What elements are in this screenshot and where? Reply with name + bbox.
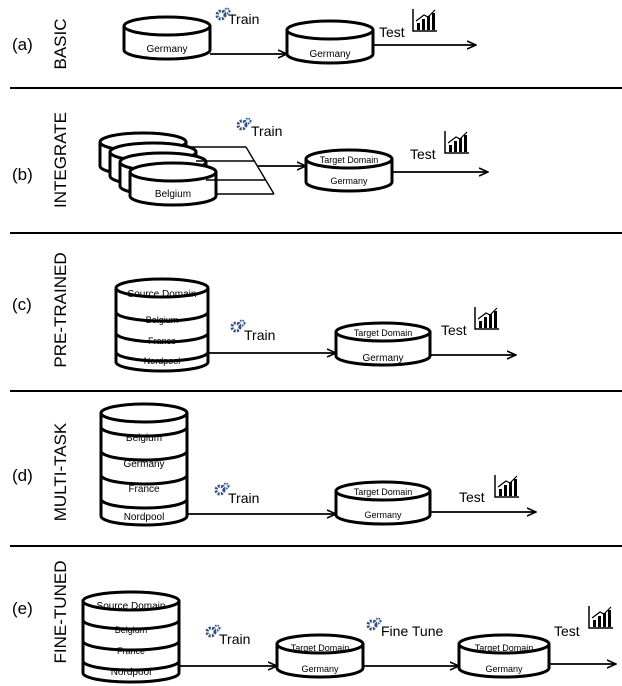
chart-growth-icon (588, 606, 613, 629)
database-label: Source Domain (97, 601, 166, 612)
test-label: Test (554, 623, 580, 639)
database-label: Target Domain (354, 487, 413, 497)
gears-icon (215, 7, 231, 21)
panel-side-label: BASIC (51, 18, 70, 69)
database-label: Belgium (155, 189, 191, 200)
panel-fine-tuned: (e) FINE-TUNED Source Domain Belgium Fra… (12, 561, 616, 684)
gears-icon (214, 482, 230, 496)
database-label: Germany (309, 49, 350, 60)
train-label: Train (251, 123, 282, 139)
database-label: Belgium (146, 315, 179, 325)
panel-letter: (b) (12, 165, 33, 184)
database-label: Germany (364, 510, 402, 520)
target-database: Target Domain Germany (334, 321, 432, 367)
test-label: Test (459, 489, 485, 505)
train-label: Train (228, 11, 259, 27)
chart-growth-icon (474, 307, 499, 330)
database-label: Belgium (126, 433, 162, 444)
database-label: France (128, 484, 160, 495)
database-label: Source Domain (128, 289, 197, 300)
panel-letter: (c) (12, 295, 32, 314)
database-label: Belgium (115, 625, 148, 635)
train-label: Train (228, 490, 259, 506)
target-database: Target Domain Germany (275, 633, 365, 679)
test-label: Test (379, 24, 405, 40)
target-database: Target Domain Germany (304, 148, 394, 193)
database-label: Nordpool (111, 667, 152, 678)
database-label: Germany (146, 44, 187, 55)
stacked-databases: Belgium (98, 131, 218, 207)
database-label: France (117, 646, 145, 656)
panel-basic: (a) BASIC Germany Train Germany Test (12, 7, 476, 70)
gears-icon (205, 624, 221, 638)
gears-icon (230, 319, 246, 333)
database-label: Target Domain (291, 643, 350, 653)
database-label: Target Domain (354, 328, 413, 338)
test-label: Test (410, 146, 436, 162)
source-database-stack: Source Domain Belgium France Nordpool (81, 590, 181, 684)
panel-pre-trained: (c) PRE-TRAINED Source Domain Belgium Fr… (12, 252, 516, 373)
merge-funnel (186, 146, 275, 195)
panel-letter: (d) (12, 466, 33, 485)
finetune-label: Fine Tune (381, 623, 443, 639)
panel-letter: (a) (12, 35, 33, 54)
database-label: Germany (123, 459, 164, 470)
train-label: Train (219, 631, 250, 647)
database-label: Nordpool (124, 512, 165, 523)
gears-icon (236, 117, 252, 131)
source-database: Germany (122, 15, 212, 61)
database-label: Target Domain (320, 155, 379, 165)
target-database: Target Domain Germany (457, 633, 551, 679)
train-label: Train (244, 327, 275, 343)
panel-side-label: MULTI-TASK (51, 422, 70, 521)
test-label: Test (441, 322, 467, 338)
database-label: Germany (330, 176, 368, 186)
source-database-stack: Source Domain Belgium France Nordpool (114, 277, 210, 373)
target-database: Target Domain Germany (334, 480, 432, 526)
database-label: Germany (301, 664, 339, 674)
database-label: Nordpool (144, 356, 181, 366)
panel-integrate: (b) INTEGRATE Belgium Train Target Dom (12, 112, 488, 208)
panel-multi-task: (d) MULTI-TASK Belgium Germany France No… (12, 402, 536, 527)
chart-growth-icon (412, 9, 437, 32)
database-label: Target Domain (475, 643, 534, 653)
chart-growth-icon (444, 131, 469, 154)
panel-side-label: FINE-TUNED (51, 561, 70, 664)
panel-side-label: INTEGRATE (51, 112, 70, 208)
target-database: Germany (285, 19, 375, 65)
panel-side-label: PRE-TRAINED (51, 252, 70, 367)
source-database-stack: Belgium Germany France Nordpool (99, 402, 189, 527)
database-label: Germany (485, 664, 523, 674)
database-label: Germany (362, 353, 403, 364)
panel-letter: (e) (12, 599, 33, 618)
database-label: France (148, 336, 176, 346)
chart-growth-icon (494, 475, 519, 498)
gears-icon (366, 617, 382, 631)
